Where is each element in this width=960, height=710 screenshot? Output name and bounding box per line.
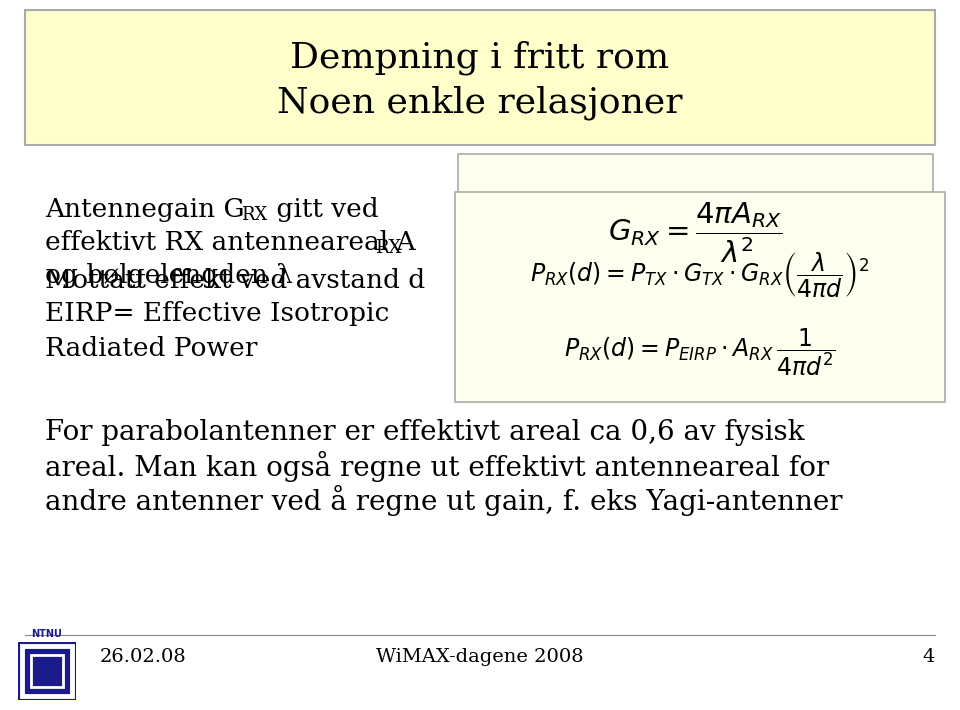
Text: EIRP= Effective Isotropic: EIRP= Effective Isotropic — [45, 302, 390, 327]
Text: 26.02.08: 26.02.08 — [100, 648, 187, 666]
Text: Mottatt effekt ved avstand d: Mottatt effekt ved avstand d — [45, 268, 425, 293]
Text: RX: RX — [241, 206, 268, 224]
Text: Dempning i fritt rom: Dempning i fritt rom — [291, 40, 669, 75]
FancyBboxPatch shape — [18, 642, 76, 700]
Text: andre antenner ved å regne ut gain, f. eks Yagi-antenner: andre antenner ved å regne ut gain, f. e… — [45, 484, 843, 515]
Text: effektivt RX antenneareal A: effektivt RX antenneareal A — [45, 231, 416, 256]
Text: areal. Man kan også regne ut effektivt antenneareal for: areal. Man kan også regne ut effektivt a… — [45, 450, 829, 481]
Text: Antennegain G: Antennegain G — [45, 197, 245, 222]
Text: Radiated Power: Radiated Power — [45, 336, 257, 361]
Text: $P_{RX}(d) = P_{TX} \cdot G_{TX} \cdot G_{RX} \left(\dfrac{\lambda}{4\pi d}\righ: $P_{RX}(d) = P_{TX} \cdot G_{TX} \cdot G… — [531, 251, 870, 300]
Text: NTNU: NTNU — [32, 629, 62, 639]
Text: WiMAX-dagene 2008: WiMAX-dagene 2008 — [376, 648, 584, 666]
FancyBboxPatch shape — [28, 652, 66, 690]
Text: $G_{RX} = \dfrac{4\pi A_{RX}}{\lambda^2}$: $G_{RX} = \dfrac{4\pi A_{RX}}{\lambda^2}… — [608, 201, 782, 266]
FancyBboxPatch shape — [25, 10, 935, 145]
Text: og bølgelengden λ: og bølgelengden λ — [45, 263, 293, 288]
Circle shape — [33, 657, 61, 685]
Text: $P_{RX}(d) = P_{EIRP} \cdot A_{RX} \, \dfrac{1}{4\pi d^2}$: $P_{RX}(d) = P_{EIRP} \cdot A_{RX} \, \d… — [564, 326, 836, 378]
Text: gitt ved: gitt ved — [268, 197, 378, 222]
Text: 4: 4 — [923, 648, 935, 666]
Text: Noen enkle relasjoner: Noen enkle relasjoner — [277, 86, 683, 120]
Text: For parabolantenner er effektivt areal ca 0,6 av fysisk: For parabolantenner er effektivt areal c… — [45, 418, 804, 445]
FancyBboxPatch shape — [455, 192, 945, 402]
Text: RX: RX — [375, 239, 401, 257]
FancyBboxPatch shape — [458, 154, 933, 312]
